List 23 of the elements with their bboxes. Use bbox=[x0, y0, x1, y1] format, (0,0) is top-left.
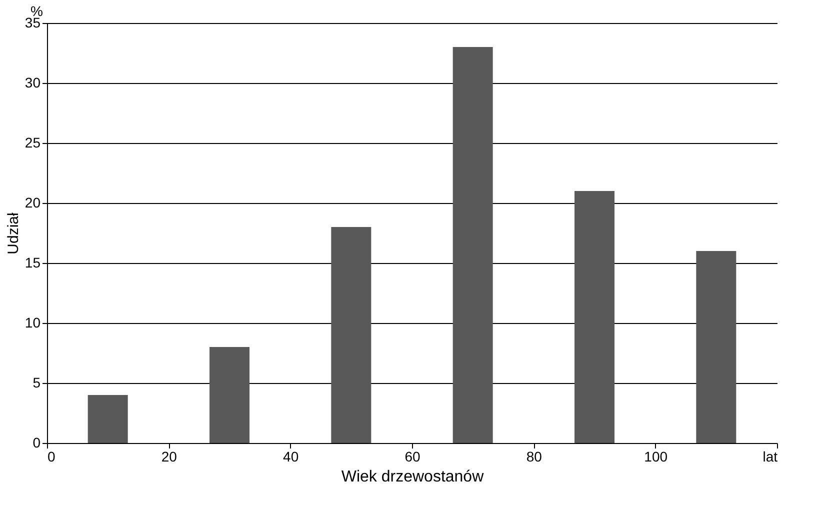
bar bbox=[696, 251, 736, 443]
y-tick-label: 0 bbox=[32, 434, 41, 450]
y-axis-title: Udział bbox=[4, 212, 22, 254]
x-tick-label: 40 bbox=[283, 448, 299, 464]
y-tick-label: 20 bbox=[24, 194, 41, 210]
x-tick-label: 100 bbox=[644, 448, 668, 464]
x-tick-label: lat bbox=[762, 448, 778, 464]
y-tick-label: 25 bbox=[24, 134, 41, 150]
y-tick-label: 30 bbox=[24, 74, 41, 90]
x-tick-label: 60 bbox=[404, 448, 420, 464]
text: % bbox=[30, 3, 43, 19]
y-tick-label: 10 bbox=[24, 314, 41, 330]
x-tick-label: 80 bbox=[526, 448, 542, 464]
x-tick-label: 0 bbox=[48, 448, 56, 464]
y-tick-label: 15 bbox=[24, 254, 41, 270]
bar bbox=[574, 191, 614, 443]
x-axis-title: Wiek drzewostanów bbox=[341, 468, 484, 486]
bar bbox=[331, 227, 372, 443]
bar bbox=[452, 47, 493, 443]
y-tick-label: 5 bbox=[32, 374, 41, 390]
bar bbox=[210, 347, 250, 443]
bar bbox=[88, 395, 128, 443]
x-tick-label: 20 bbox=[161, 448, 178, 464]
